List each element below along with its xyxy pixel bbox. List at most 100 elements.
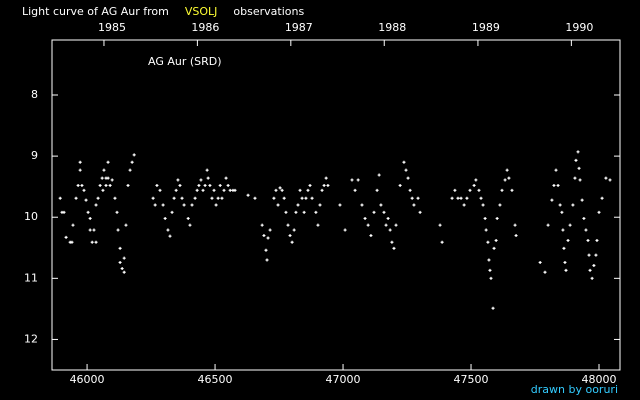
data-point [190, 203, 194, 207]
data-point [155, 183, 159, 187]
data-point [500, 188, 504, 192]
data-point [543, 270, 547, 274]
data-point [197, 183, 201, 187]
data-point [375, 188, 379, 192]
data-point [484, 228, 488, 232]
data-point [216, 196, 220, 200]
data-point [560, 210, 564, 214]
data-point [597, 210, 601, 214]
data-point [172, 196, 176, 200]
data-point [300, 196, 304, 200]
data-point [113, 196, 117, 200]
data-point [590, 276, 594, 280]
x2-tick-label: 1986 [191, 21, 219, 34]
data-point [576, 150, 580, 154]
data-point [326, 183, 330, 187]
data-point [168, 234, 172, 238]
data-point [62, 210, 66, 214]
data-point [353, 188, 357, 192]
data-point [507, 176, 511, 180]
data-point [513, 223, 517, 227]
data-point [574, 158, 578, 162]
data-point [70, 240, 74, 244]
data-point [292, 228, 296, 232]
data-point [450, 196, 454, 200]
data-point [514, 234, 518, 238]
data-point [394, 223, 398, 227]
data-point [481, 203, 485, 207]
data-point [92, 228, 96, 232]
data-point [94, 203, 98, 207]
data-point [218, 183, 222, 187]
x2-tick-label: 1988 [378, 21, 406, 34]
x2-tick-label: 1990 [565, 21, 593, 34]
data-point [550, 198, 554, 202]
data-point [161, 203, 165, 207]
data-point [491, 306, 495, 310]
data-point [224, 176, 228, 180]
data-point [416, 196, 420, 200]
data-point [180, 196, 184, 200]
data-point [262, 234, 266, 238]
data-point [71, 223, 75, 227]
data-point [272, 196, 276, 200]
data-point [474, 178, 478, 182]
data-point [265, 258, 269, 262]
data-point [120, 267, 124, 271]
data-point [592, 264, 596, 267]
data-point [498, 203, 502, 207]
data-point [116, 228, 120, 232]
data-point [304, 196, 308, 200]
data-point [290, 240, 294, 244]
data-point [488, 268, 492, 272]
data-point [608, 178, 612, 182]
data-point [158, 188, 162, 192]
data-point [324, 176, 328, 180]
y-tick-label: 11 [24, 271, 38, 284]
data-point [205, 168, 209, 172]
data-point [505, 168, 509, 172]
data-point [64, 235, 68, 239]
data-point [166, 228, 170, 232]
data-point [284, 210, 288, 214]
data-point [320, 188, 324, 192]
data-point [76, 183, 80, 187]
data-point [316, 223, 320, 227]
data-point [356, 178, 360, 182]
data-point [489, 276, 493, 280]
data-point [360, 203, 364, 207]
data-point [88, 216, 92, 220]
data-point [260, 223, 264, 227]
data-point [170, 210, 174, 214]
data-point [563, 260, 567, 264]
data-point [456, 196, 460, 200]
data-point [573, 176, 577, 180]
data-point [382, 210, 386, 214]
data-point [274, 188, 278, 192]
data-point [228, 188, 232, 192]
data-point [176, 178, 180, 182]
data-point [465, 196, 469, 200]
data-point [472, 183, 476, 187]
data-point [510, 188, 514, 192]
y-tick-label: 8 [31, 88, 38, 101]
data-point [546, 223, 550, 227]
data-point [564, 268, 568, 272]
title-part: observations [233, 5, 304, 18]
data-point [58, 196, 62, 200]
data-point [388, 228, 392, 232]
data-point [314, 210, 318, 214]
data-point [84, 198, 88, 202]
data-point [276, 203, 280, 207]
x2-tick-label: 1989 [472, 21, 500, 34]
data-point [201, 188, 205, 192]
data-point [163, 216, 167, 220]
data-point [106, 160, 110, 164]
data-point [115, 210, 119, 214]
data-point [253, 196, 257, 200]
data-point [268, 228, 272, 232]
data-point [586, 238, 590, 242]
data-point [379, 203, 383, 207]
data-point [104, 183, 108, 187]
data-point [479, 196, 483, 200]
